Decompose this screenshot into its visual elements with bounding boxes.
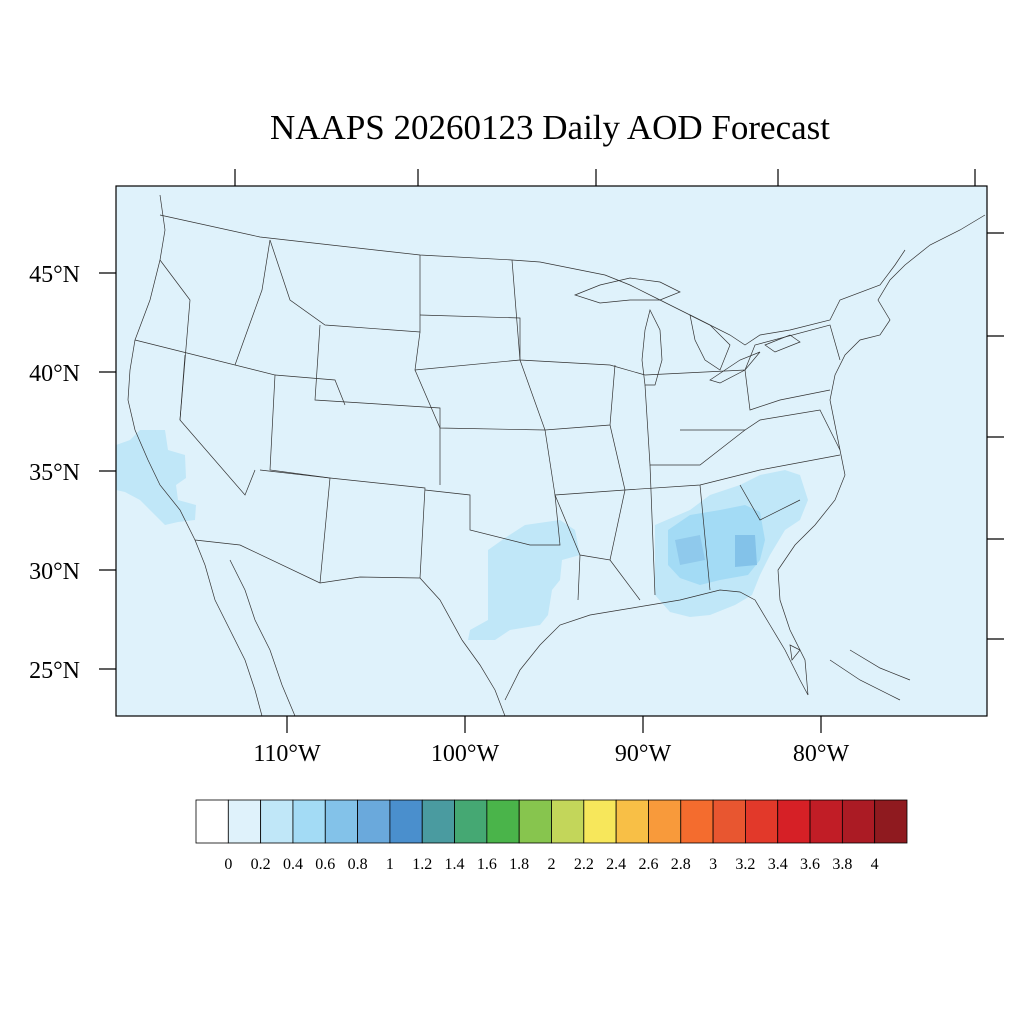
colorbar-tick-label: 2.4 [606, 856, 626, 873]
islands [789, 644, 911, 701]
colorbar-swatch [324, 799, 358, 844]
colorbar-swatch [680, 799, 714, 844]
top-ticks [234, 169, 976, 186]
colorbar-swatch [841, 799, 876, 844]
colorbar-tick-label: 2.2 [574, 856, 594, 873]
colorbar-tick-label: 0 [224, 856, 232, 873]
colorbar-tick-label: 1.6 [477, 856, 497, 873]
colorbar-swatch [260, 799, 294, 844]
colorbar-swatch [874, 799, 908, 844]
lake-michigan [641, 308, 663, 386]
colorbar-swatch [648, 799, 682, 844]
lat-label: 40°N [29, 361, 80, 387]
lon-label: 110°W [253, 741, 321, 767]
lon-label: 90°W [615, 741, 672, 767]
colorbar-swatch [551, 799, 585, 844]
colorbar-swatch [486, 799, 520, 844]
lake-superior [573, 277, 681, 304]
aod-region-southern-california [116, 430, 196, 525]
colorbar-swatch [421, 799, 455, 844]
aod-shading [116, 430, 808, 640]
colorbar-labels: 0 0.2 0.4 0.6 0.8 1 1.2 1.4 1.6 1.8 2 2.2 2.4 2.6 2.8 3… [224, 856, 878, 873]
colorbar-swatch [615, 799, 649, 844]
lat-label: 25°N [29, 658, 80, 684]
colorbar [195, 799, 908, 844]
colorbar-tick-label: 4 [871, 856, 879, 873]
map-background [116, 186, 987, 716]
atlantic-coast [777, 214, 986, 696]
colorbar-tick-label: 2 [548, 856, 556, 873]
colorbar-swatch [712, 799, 746, 844]
colorbar-swatch [195, 799, 229, 844]
colorbar-tick-label: 0.4 [283, 856, 303, 873]
colorbar-swatch [292, 799, 326, 844]
colorbar-tick-label: 3.6 [800, 856, 820, 873]
colorbar-tick-label: 0.8 [348, 856, 368, 873]
colorbar-tick-label: 3.4 [768, 856, 788, 873]
colorbar-swatch [454, 799, 488, 844]
boundaries [127, 194, 986, 717]
pacific-coast [127, 194, 263, 717]
lake-erie [709, 351, 761, 384]
lat-label: 45°N [29, 262, 80, 288]
colorbar-swatch [389, 799, 423, 844]
map-panel: 45°N 40°N 35°N 30°N 25°N 110°W 100°W 90°… [29, 169, 1004, 767]
colorbar-swatch [777, 799, 811, 844]
baja-coast [229, 559, 296, 717]
lon-label: 100°W [431, 741, 500, 767]
colorbar-tick-label: 2.8 [671, 856, 691, 873]
aod-region-georgia-core [735, 535, 757, 567]
colorbar-tick-label: 3 [709, 856, 717, 873]
colorbar-tick-label: 1.4 [445, 856, 465, 873]
us-mexico-border [194, 539, 463, 641]
colorbar-tick-label: 1 [386, 856, 394, 873]
map-title: NAAPS 20260123 Daily AOD Forecast [270, 108, 830, 147]
lat-label: 30°N [29, 559, 80, 585]
left-ticks [99, 272, 116, 670]
right-ticks [987, 232, 1004, 640]
map-frame [115, 185, 988, 717]
colorbar-tick-label: 3.8 [832, 856, 852, 873]
colorbar-swatch [745, 799, 779, 844]
aod-region-east-texas [468, 520, 580, 640]
colorbar-tick-label: 0.2 [251, 856, 271, 873]
aod-region-alabama-core [675, 535, 705, 565]
colorbar-tick-label: 2.6 [638, 856, 658, 873]
bottom-ticks [286, 716, 822, 733]
lon-label: 80°W [793, 741, 850, 767]
colorbar-swatch [227, 799, 262, 844]
colorbar-tick-label: 1.8 [509, 856, 529, 873]
colorbar-swatch [809, 799, 843, 844]
colorbar-tick-label: 1.2 [412, 856, 432, 873]
colorbar-tick-label: 0.6 [315, 856, 335, 873]
lake-ontario [764, 334, 801, 353]
lake-huron [689, 314, 731, 371]
lat-label: 35°N [29, 460, 80, 486]
colorbar-tick-label: 3.2 [735, 856, 755, 873]
gulf-coast [461, 589, 809, 717]
colorbar-swatch [518, 799, 552, 844]
colorbar-swatch [583, 799, 617, 844]
colorbar-swatch [357, 799, 391, 844]
